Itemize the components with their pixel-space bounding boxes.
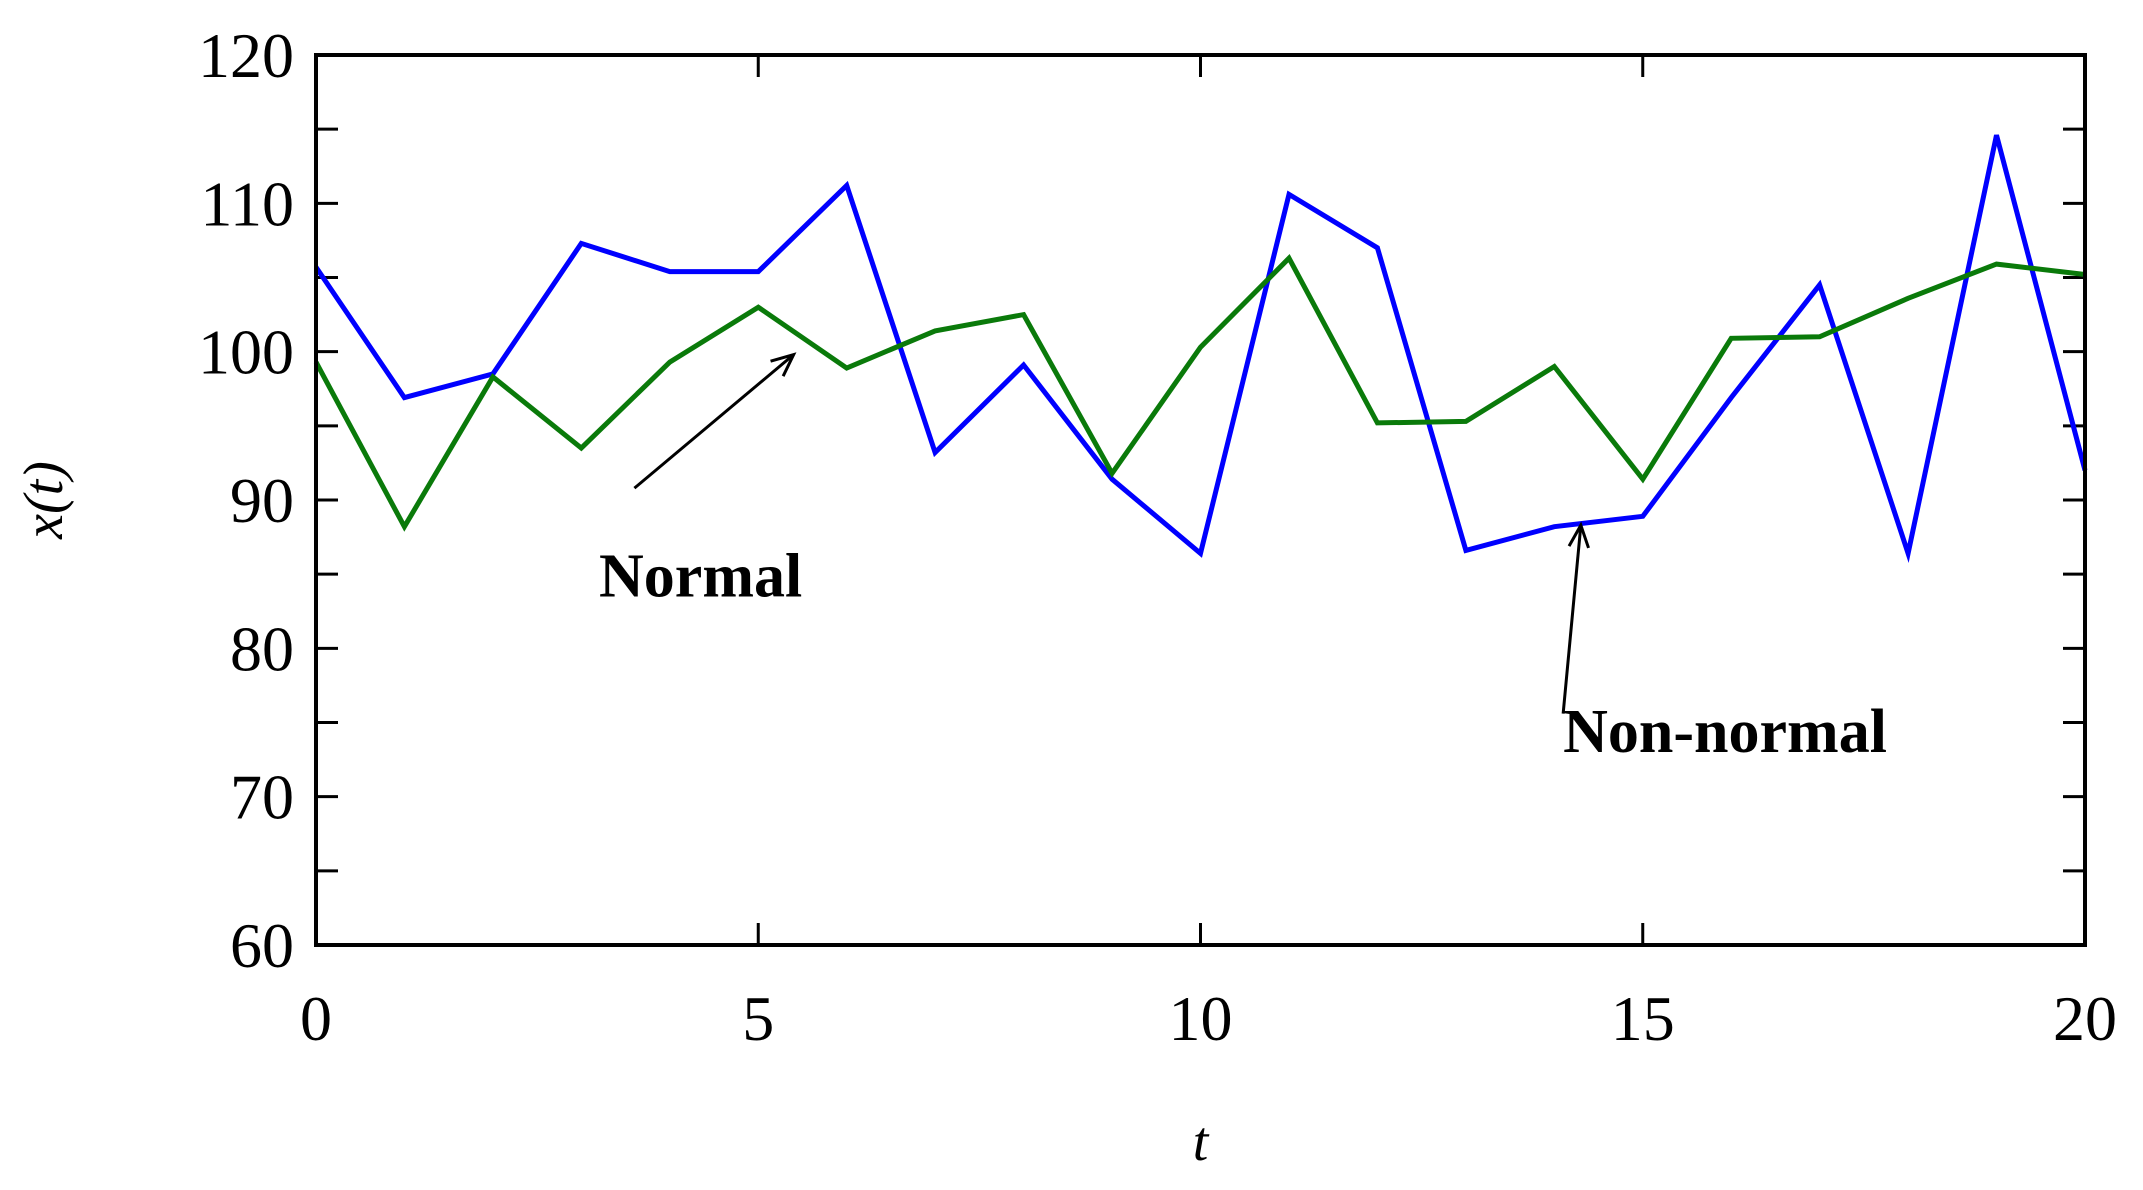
annotation-arrow-shaft [633,353,795,490]
plot-frame [314,53,2087,947]
x-tick-label: 20 [2053,983,2117,1054]
x-axis-ticks: 0 5 10 15 20 [300,55,2117,1054]
series-layer [313,134,2088,563]
annotation-label: Normal [599,542,802,610]
annotation-label: Non-normal [1563,698,1887,766]
annotation-arrow-shaft [1561,525,1583,714]
annotation-arrow-head [770,352,797,377]
series-line-1 [313,134,2088,563]
annotation-layer: Normal Non-normal [599,352,1887,766]
y-tick-label: 80 [230,613,294,684]
x-tick-label: 10 [1169,983,1233,1054]
y-tick-label: 70 [230,762,294,833]
y-axis-label: x(t) [13,461,75,540]
y-tick-label: 90 [230,465,294,536]
y-tick-label: 120 [198,20,294,91]
y-tick-label: 100 [198,317,294,388]
x-tick-label: 15 [1611,983,1675,1054]
annotation-arrow-head [1567,521,1590,549]
y-axis-ticks: 60 70 80 90 100 110 120 [198,20,2085,981]
y-tick-label: 60 [230,910,294,981]
series-line-2 [313,254,2086,532]
x-tick-label: 5 [742,983,774,1054]
x-axis-label: t [1193,1111,1210,1173]
y-tick-label: 110 [200,168,294,239]
x-tick-label: 0 [300,983,332,1054]
